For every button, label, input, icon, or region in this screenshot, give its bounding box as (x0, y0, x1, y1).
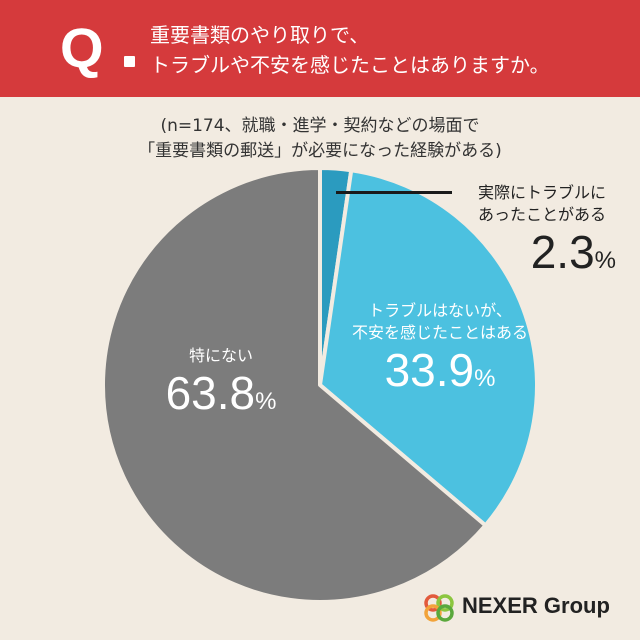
question-line-1: 重要書類のやり取りで、 (150, 23, 370, 47)
note-line-2: 「重要書類の郵送」が必要になった経験がある) (138, 141, 502, 161)
value-trouble-number: 2.3 (530, 226, 595, 278)
question-header: Q 重要書類のやり取りで、 トラブルや不安を感じたことはありますか。 (0, 0, 640, 97)
label-worry: トラブルはないが、 不安を感じたことはある 33.9% (340, 300, 540, 405)
logo-text: NEXER Group (462, 593, 610, 618)
label-trouble-line-2: あったことがある (477, 205, 606, 224)
label-trouble: 実際にトラブルに あったことがある 2.3% (462, 182, 622, 287)
question-text: 重要書類のやり取りで、 トラブルや不安を感じたことはありますか。 (150, 20, 550, 80)
leader-line (336, 191, 452, 194)
value-none: 63.8% (136, 367, 306, 428)
label-none: 特にない 63.8% (136, 345, 306, 428)
note-line-1: (n=174、就職・進学・契約などの場面で (160, 116, 480, 136)
question-line-2: トラブルや不安を感じたことはありますか。 (150, 53, 550, 77)
label-worry-line-2: 不安を感じたことはある (351, 323, 528, 342)
slice-none (101, 166, 488, 604)
label-worry-line-1: トラブルはないが、 (368, 301, 512, 320)
label-trouble-line-1: 実際にトラブルに (477, 183, 606, 202)
value-none-number: 63.8 (165, 367, 256, 419)
value-none-unit: % (255, 388, 277, 415)
value-worry: 33.9% (340, 344, 540, 405)
value-trouble: 2.3% (462, 226, 622, 287)
value-worry-unit: % (474, 365, 496, 392)
value-worry-number: 33.9 (384, 344, 475, 396)
logo-rings-icon (424, 594, 454, 622)
slice-worry (318, 168, 539, 528)
label-none-line-1: 特にない (188, 346, 253, 365)
nexer-logo: NEXER Group (422, 592, 610, 622)
q-dot (124, 56, 135, 67)
sample-note: (n=174、就職・進学・契約などの場面で 「重要書類の郵送」が必要になった経験… (0, 114, 640, 164)
value-trouble-unit: % (594, 247, 616, 274)
q-mark: Q (60, 16, 104, 79)
